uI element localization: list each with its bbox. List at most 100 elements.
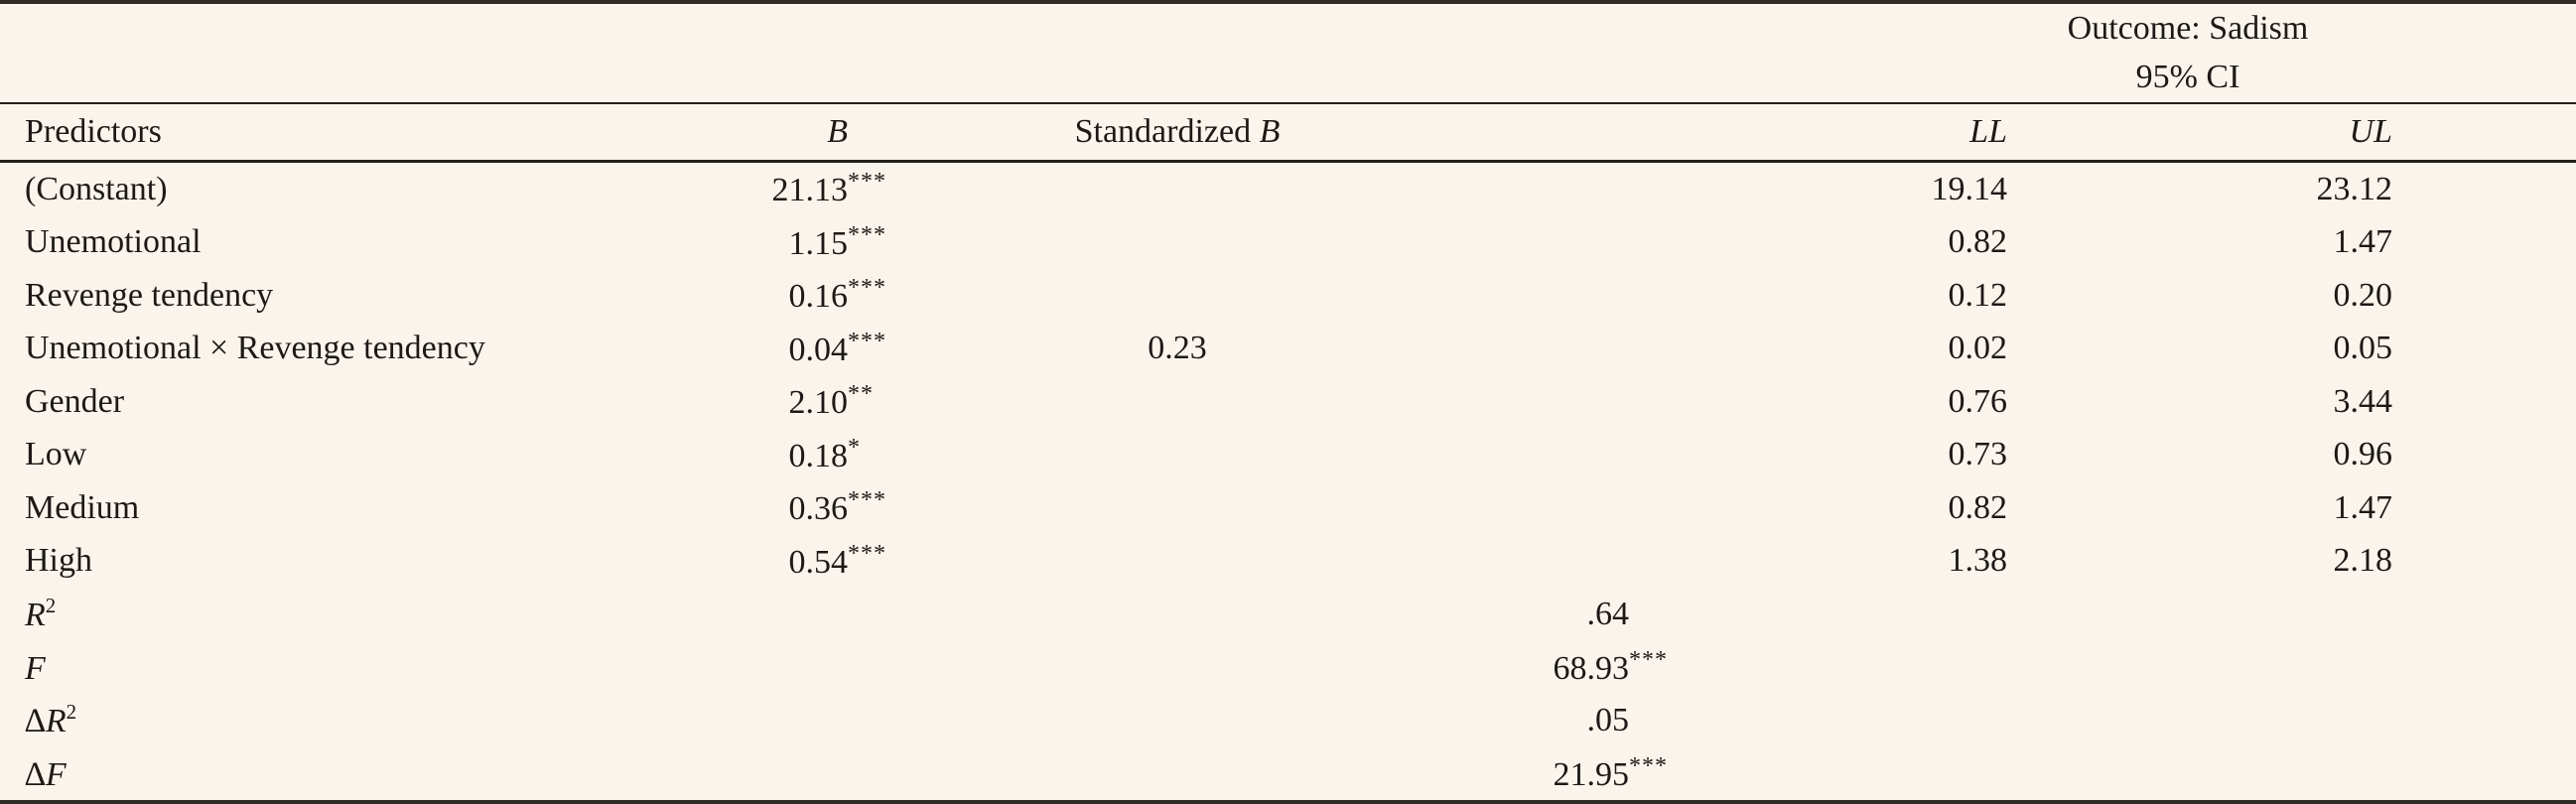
stat-row-r-squared: R2 .64	[0, 588, 2576, 641]
ul-value-cell: 3.44	[2333, 382, 2393, 420]
predictor-label: Unemotional	[25, 223, 202, 261]
spacer-cell	[1420, 269, 1800, 323]
ci-header-row: 95% CI	[0, 53, 2576, 103]
b-value: 0.04	[788, 331, 849, 368]
ci-header: 95% CI	[2135, 59, 2240, 95]
b-column-header: B	[653, 102, 1034, 163]
empty-cell	[1800, 641, 2186, 695]
stat-value-cell: 68.93***	[1553, 646, 1668, 687]
ll-value-cell: 0.12	[1948, 276, 2008, 314]
empty-cell	[0, 2, 1800, 53]
table-row: Gender 2.10** 0.76 3.44	[0, 375, 2576, 429]
stat-value-cell: .64	[653, 588, 1800, 641]
empty-cell	[2186, 694, 2576, 747]
stat-label: F	[0, 641, 653, 695]
b-value-cell: 0.18*	[788, 434, 861, 474]
empty-cell	[2186, 747, 2576, 803]
standardized-label: Standardized	[1074, 113, 1260, 150]
b-value-cell: 0.36***	[788, 487, 886, 528]
spacer-cell	[1420, 323, 1800, 376]
table-row: Low 0.18* 0.73 0.96	[0, 429, 2576, 482]
ul-value-cell: 1.47	[2333, 223, 2393, 261]
stat-row-f: F 68.93***	[0, 641, 2576, 695]
predictor-label: Low	[25, 436, 87, 473]
spacer-cell	[1420, 375, 1800, 429]
empty-cell	[2186, 641, 2576, 695]
stat-label: ∆R2	[0, 694, 653, 747]
table-row: (Constant) 21.13*** 19.14 23.12	[0, 162, 2576, 216]
table-row: Unemotional × Revenge tendency 0.04*** 0…	[0, 323, 2576, 376]
column-header-row: Predictors B Standardized B LL UL	[0, 102, 2576, 163]
spacer-cell	[1420, 216, 1800, 270]
ll-value-cell: 1.38	[1948, 542, 2008, 580]
ul-value-cell: 2.18	[2333, 542, 2393, 580]
delta-symbol: ∆	[25, 703, 46, 740]
ul-value-cell: 23.12	[2316, 170, 2393, 207]
b-value-cell: 2.10**	[788, 381, 874, 422]
stat-symbol: F	[25, 649, 46, 687]
spacer-cell	[1420, 481, 1800, 535]
stat-symbol: F	[45, 755, 67, 793]
stat-value-cell: .05	[653, 694, 1800, 747]
empty-cell	[2186, 588, 2576, 641]
ul-column-header: UL	[2186, 102, 2576, 163]
std-b-value-cell	[1034, 535, 1420, 589]
ll-value-cell: 0.73	[1948, 436, 2008, 473]
outcome-header: Outcome: Sadism	[2067, 9, 2309, 47]
b-value-cell: 0.54***	[788, 540, 886, 581]
ll-value-cell: 0.82	[1948, 488, 2008, 526]
stat-value: .05	[1586, 701, 1630, 738]
ul-value-cell: 0.20	[2333, 276, 2393, 314]
stat-label: R2	[0, 588, 653, 641]
predictor-label: High	[25, 542, 92, 580]
predictor-label: Revenge tendency	[25, 276, 274, 314]
stat-symbol: R	[25, 597, 46, 634]
b-value-cell: 0.16***	[788, 275, 886, 316]
delta-symbol: ∆	[25, 755, 46, 793]
predictor-label: Unemotional × Revenge tendency	[25, 330, 485, 367]
spacer-cell	[1420, 162, 1800, 216]
b-value: 0.54	[788, 543, 849, 581]
predictors-column-header: Predictors	[0, 102, 653, 163]
predictor-label: Medium	[25, 488, 140, 526]
stat-value: 21.95	[1553, 755, 1630, 793]
ll-value-cell: 0.82	[1948, 223, 2008, 261]
ll-column-header: LL	[1800, 102, 2186, 163]
standardized-b-symbol: B	[1259, 113, 1281, 150]
stat-row-delta-r-squared: ∆R2 .05	[0, 694, 2576, 747]
table-row: Revenge tendency 0.16*** 0.12 0.20	[0, 269, 2576, 323]
empty-cell	[1800, 588, 2186, 641]
b-value: 0.16	[788, 278, 849, 316]
spacer-cell	[1420, 429, 1800, 482]
ll-value-cell: 0.02	[1948, 330, 2008, 367]
ll-value-cell: 19.14	[1931, 170, 2008, 207]
b-value: 21.13	[771, 172, 849, 209]
ul-value-cell: 0.05	[2333, 330, 2393, 367]
ul-value-cell: 0.96	[2333, 436, 2393, 473]
stat-value: .64	[1586, 595, 1630, 632]
std-b-value-cell	[1034, 162, 1420, 216]
b-value-cell: 0.04***	[788, 328, 886, 368]
b-value: 1.15	[788, 224, 849, 262]
stat-symbol: R	[45, 703, 67, 740]
predictor-label: (Constant)	[25, 170, 168, 207]
spacer-cell	[1420, 535, 1800, 589]
std-b-value-cell: 0.23	[1148, 330, 1207, 367]
empty-cell	[1800, 747, 2186, 803]
b-value-cell: 1.15***	[788, 221, 886, 262]
outcome-header-row: Outcome: Sadism	[0, 2, 2576, 53]
stat-exponent: 2	[45, 594, 57, 618]
table-row: High 0.54*** 1.38 2.18	[0, 535, 2576, 589]
stat-label: ∆F	[0, 747, 653, 803]
table-row: Medium 0.36*** 0.82 1.47	[0, 481, 2576, 535]
stat-row-delta-f: ∆F 21.95***	[0, 747, 2576, 803]
std-b-value-cell	[1034, 375, 1420, 429]
std-b-value-cell	[1034, 269, 1420, 323]
std-b-value-cell	[1034, 481, 1420, 535]
empty-cell	[1800, 694, 2186, 747]
std-b-value-cell	[1034, 216, 1420, 270]
stat-exponent: 2	[66, 700, 77, 725]
stat-value: 68.93	[1553, 649, 1630, 687]
